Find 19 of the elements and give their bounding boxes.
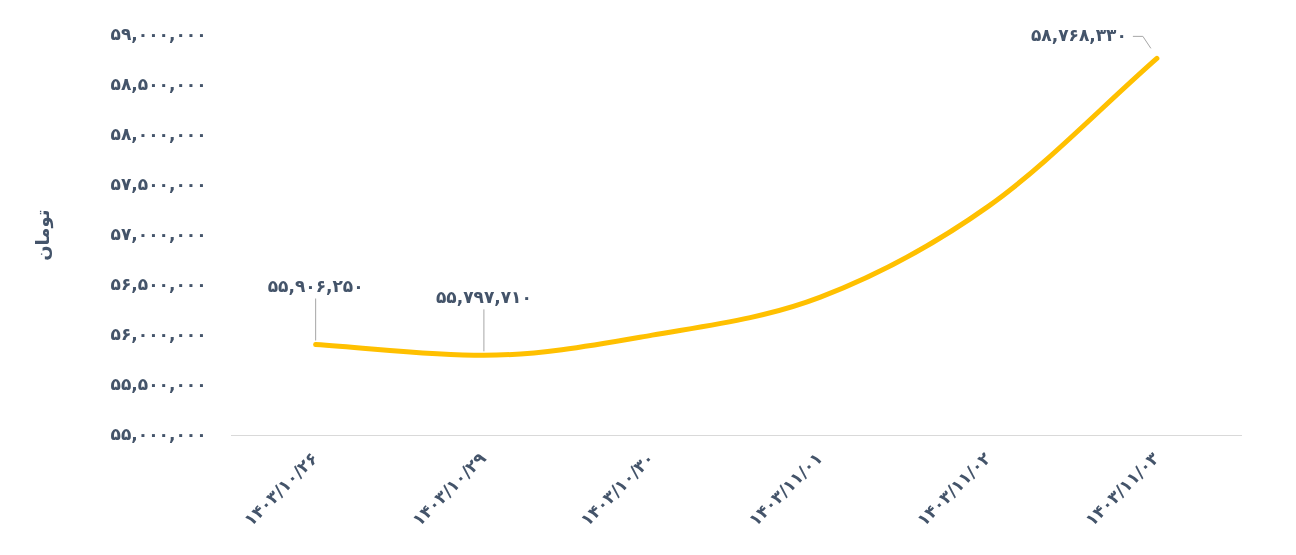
y-axis-title: تومان xyxy=(32,209,55,261)
x-tick-label: ۱۴۰۳/۱۰/۳۰ xyxy=(576,448,659,530)
y-tick-label: ۵۸,۰۰۰,۰۰۰ xyxy=(110,123,207,144)
data-label: ۵۸,۷۶۸,۳۳۰ xyxy=(1030,24,1127,45)
y-tick-label: ۵۶,۰۰۰,۰۰۰ xyxy=(110,323,207,344)
x-tick-label: ۱۴۰۳/۱۱/۰۲ xyxy=(912,447,996,530)
y-tick-label: ۵۸,۵۰۰,۰۰۰ xyxy=(110,73,207,94)
x-tick-label: ۱۴۰۳/۱۰/۲۹ xyxy=(408,447,491,530)
x-tick-label: ۱۴۰۳/۱۱/۰۱ xyxy=(744,448,827,530)
y-tick-label: ۵۹,۰۰۰,۰۰۰ xyxy=(110,23,207,44)
data-label: ۵۵,۹۰۶,۲۵۰ xyxy=(267,276,364,297)
y-tick-label: ۵۷,۰۰۰,۰۰۰ xyxy=(110,223,207,244)
y-tick-label: ۵۵,۰۰۰,۰۰۰ xyxy=(110,423,207,444)
y-tick-label: ۵۷,۵۰۰,۰۰۰ xyxy=(110,173,207,194)
y-tick-label: ۵۶,۵۰۰,۰۰۰ xyxy=(110,273,207,294)
y-tick-label: ۵۵,۵۰۰,۰۰۰ xyxy=(110,373,207,394)
data-label: ۵۵,۷۹۷,۷۱۰ xyxy=(435,287,532,308)
x-tick-label: ۱۴۰۳/۱۰/۲۶ xyxy=(239,448,322,530)
x-tick-label: ۱۴۰۳/۱۱/۰۳ xyxy=(1081,447,1164,530)
